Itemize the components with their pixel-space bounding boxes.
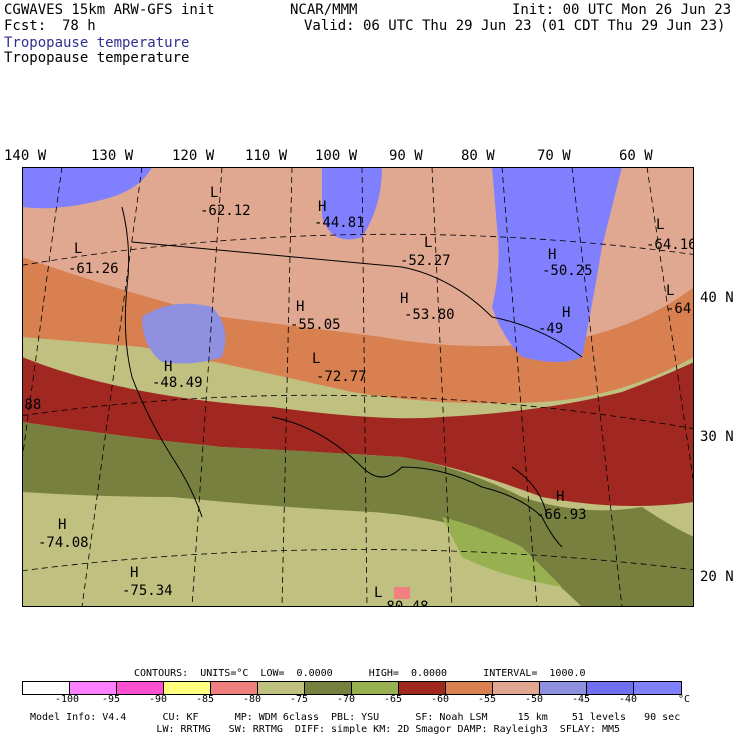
lon-label: 90 W bbox=[389, 148, 423, 164]
pressure-center-kind: H bbox=[562, 305, 570, 321]
color-scale-label: -100 bbox=[55, 694, 80, 705]
cold-region bbox=[492, 167, 622, 362]
color-swatch bbox=[540, 682, 587, 694]
pressure-center-value: -48.49 bbox=[152, 375, 203, 391]
warm-patch bbox=[394, 587, 410, 599]
init-time: Init: 00 UTC Mon 26 Jun 23 bbox=[512, 2, 732, 18]
pressure-center-value: -50.25 bbox=[542, 263, 593, 279]
color-swatch bbox=[493, 682, 540, 694]
color-scale-label: -60 bbox=[431, 694, 450, 705]
lat-label: 30 N bbox=[700, 429, 734, 445]
pressure-center-value: -75.34 bbox=[122, 583, 173, 599]
color-swatch bbox=[352, 682, 399, 694]
lon-label: 140 W bbox=[4, 148, 47, 164]
pressure-center-kind: H bbox=[130, 565, 138, 581]
pressure-center-kind: L bbox=[666, 283, 674, 299]
valid-time: Valid: 06 UTC Thu 29 Jun 23 (01 CDT Thu … bbox=[304, 18, 726, 34]
pressure-center-value: -74.08 bbox=[38, 535, 89, 551]
pressure-center-value: -55.05 bbox=[290, 317, 341, 333]
color-scale-label: -75 bbox=[290, 694, 309, 705]
pressure-center-value: -44.81 bbox=[314, 215, 365, 231]
pressure-center-kind: L bbox=[312, 351, 320, 367]
model-info-line2: LW: RRTMG SW: RRTMG DIFF: simple KM: 2D … bbox=[30, 724, 621, 735]
color-swatch bbox=[70, 682, 117, 694]
pressure-center-kind: H bbox=[296, 299, 304, 315]
pressure-center-value: -49 bbox=[538, 321, 563, 337]
color-scale-label: -90 bbox=[149, 694, 168, 705]
color-scale bbox=[22, 681, 682, 695]
pressure-center-value: -66.93 bbox=[536, 507, 587, 523]
pressure-center-value: -52.27 bbox=[400, 253, 451, 269]
lat-label: 40 N bbox=[700, 290, 734, 306]
color-swatch bbox=[164, 682, 211, 694]
color-swatch bbox=[23, 682, 70, 694]
color-swatch bbox=[258, 682, 305, 694]
pressure-center-value: -64 bbox=[666, 301, 691, 317]
color-swatch bbox=[305, 682, 352, 694]
pressure-center-kind: H bbox=[164, 359, 172, 375]
lon-label: 100 W bbox=[315, 148, 358, 164]
map-frame bbox=[22, 167, 694, 607]
color-scale-label: -45 bbox=[572, 694, 591, 705]
lat-label: 20 N bbox=[700, 569, 734, 585]
pressure-center-kind: L bbox=[656, 217, 664, 233]
cold-region bbox=[142, 303, 226, 364]
color-scale-label: -55 bbox=[478, 694, 497, 705]
color-swatch bbox=[634, 682, 681, 694]
color-scale-label: -65 bbox=[384, 694, 403, 705]
lon-label: 80 W bbox=[461, 148, 495, 164]
field-name-primary: Tropopause temperature bbox=[4, 35, 190, 51]
pressure-center-kind: H bbox=[548, 247, 556, 263]
model-title: CGWAVES 15km ARW-GFS init bbox=[4, 2, 215, 18]
band-fill bbox=[442, 517, 562, 587]
cold-region bbox=[22, 167, 152, 209]
pressure-center-value: -53.80 bbox=[404, 307, 455, 323]
pressure-center-kind: L bbox=[210, 185, 218, 201]
pressure-center-value: -80.48 bbox=[378, 599, 429, 607]
lon-label: 120 W bbox=[172, 148, 215, 164]
pressure-center-kind: H bbox=[58, 517, 66, 533]
fcst-label: Fcst: bbox=[4, 18, 47, 34]
color-scale-label: -70 bbox=[337, 694, 356, 705]
fcst-value: 78 h bbox=[62, 18, 96, 34]
color-scale-label: °C bbox=[678, 694, 691, 705]
color-scale-label: -50 bbox=[525, 694, 544, 705]
pressure-center-value: -61.26 bbox=[68, 261, 119, 277]
pressure-center-kind: H bbox=[318, 199, 326, 215]
color-scale-label: -85 bbox=[196, 694, 215, 705]
lon-label: 110 W bbox=[245, 148, 288, 164]
pressure-center-value: -72.77 bbox=[316, 369, 367, 385]
contours-info: CONTOURS: UNITS=°C LOW= 0.0000 HIGH= 0.0… bbox=[134, 668, 586, 679]
band-fill bbox=[22, 422, 694, 607]
pressure-center-value: -64.16 bbox=[646, 237, 694, 253]
pressure-center-kind: L bbox=[374, 585, 382, 601]
model-info-line1: Model Info: V4.4 CU: KF MP: WDM 6class P… bbox=[30, 712, 681, 723]
color-swatch bbox=[211, 682, 258, 694]
color-scale-label: -80 bbox=[243, 694, 262, 705]
cold-region bbox=[322, 167, 382, 240]
color-swatch bbox=[587, 682, 634, 694]
graticule bbox=[22, 167, 694, 607]
lon-label: 60 W bbox=[619, 148, 653, 164]
pressure-center-kind: L bbox=[74, 241, 82, 257]
color-scale-label: -40 bbox=[619, 694, 638, 705]
org-label: NCAR/MMM bbox=[290, 2, 358, 18]
pressure-center-value: -62.12 bbox=[200, 203, 251, 219]
pressure-center-value: .88 bbox=[22, 397, 41, 413]
lon-label: 130 W bbox=[91, 148, 134, 164]
color-swatch bbox=[446, 682, 493, 694]
coastline bbox=[121, 206, 583, 548]
color-swatch bbox=[117, 682, 164, 694]
color-scale-label: -95 bbox=[102, 694, 121, 705]
color-swatch bbox=[399, 682, 446, 694]
lon-label: 70 W bbox=[537, 148, 571, 164]
pressure-center-kind: L bbox=[424, 235, 432, 251]
field-name-secondary: Tropopause temperature bbox=[4, 50, 190, 66]
pressure-center-kind: H bbox=[400, 291, 408, 307]
pressure-center-kind: H bbox=[556, 489, 564, 505]
weather-map: L -62.12 H -44.81 L -61.26 L -52.27 H -5… bbox=[22, 167, 694, 607]
